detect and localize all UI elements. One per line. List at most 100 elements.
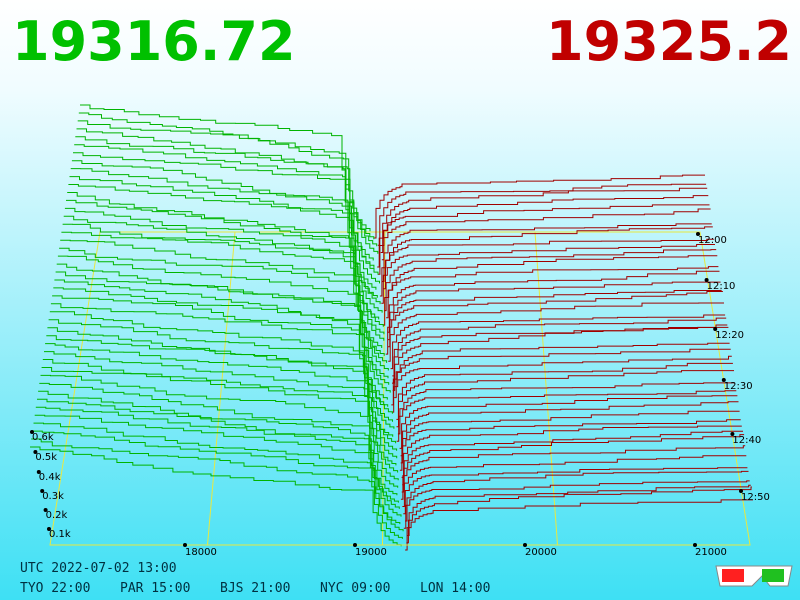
ask-depth-line (392, 326, 729, 391)
depth-lines (30, 104, 753, 551)
tick-dot (704, 278, 709, 282)
bid-depth-line (59, 247, 388, 363)
bid-depth-line (69, 176, 378, 298)
ask-depth-line (382, 223, 712, 282)
depth-label: 0.5k (35, 452, 57, 463)
city-time: PAR 15:00 (120, 581, 190, 596)
depth-label: 0.6k (32, 432, 54, 443)
ask-depth-line (400, 445, 746, 500)
bid-depth-line (35, 406, 400, 509)
tick-dot (183, 543, 187, 547)
ask-depth-line (396, 362, 733, 420)
tick-dot (36, 470, 41, 474)
city-time: TYO 22:00 (20, 581, 90, 596)
tick-dot (713, 327, 718, 331)
bid-price: 19316.72 (12, 10, 296, 73)
ask-depth-line (380, 187, 708, 253)
ask-depth-line (403, 480, 750, 529)
tick-dot (30, 430, 34, 434)
ask-depth-line (402, 430, 743, 486)
tick-dot (47, 527, 51, 531)
bid-depth-line (33, 422, 401, 525)
bid-depth-line (55, 271, 390, 385)
bid-depth-line (66, 199, 380, 320)
tick-dot (721, 378, 726, 382)
bid-depth-line (30, 446, 402, 547)
bid-depth-line (42, 359, 397, 466)
ask-depth-line (381, 244, 715, 304)
ask-depth-line (377, 204, 710, 268)
tick-dot (33, 450, 38, 454)
ask-depth-line (401, 434, 745, 493)
bid-depth-line (68, 184, 381, 305)
time-label: 12:50 (741, 492, 770, 503)
ask-depth-line (400, 410, 740, 464)
ask-depth-line (383, 226, 713, 290)
utc-time: UTC 2022-07-02 13:00 (20, 561, 177, 576)
bid-depth-line (71, 160, 380, 284)
red-lens (722, 569, 744, 582)
bid-depth-line (45, 343, 398, 451)
bid-depth-line (52, 295, 389, 407)
price-label: 21000 (695, 547, 727, 558)
ask-depth-line (387, 281, 721, 341)
price-label: 19000 (355, 547, 387, 558)
bid-depth-line (48, 319, 395, 429)
ask-depth-line (374, 174, 705, 239)
ask-depth-line (399, 395, 738, 449)
ask-depth-line (377, 208, 711, 275)
bid-depth-line (46, 335, 397, 444)
time-label: 12:10 (707, 281, 736, 292)
city-time: NYC 09:00 (320, 581, 390, 596)
bid-depth-line (39, 382, 399, 488)
bid-depth-line (50, 303, 393, 414)
ask-depth-line (394, 342, 730, 399)
bid-depth-line (32, 430, 404, 532)
bid-depth-line (73, 152, 379, 275)
bid-depth-line (31, 438, 403, 539)
tick-dot (43, 508, 48, 512)
ask-depth-line (402, 455, 747, 507)
ask-depth-line (385, 291, 723, 355)
ask-depth-line (392, 324, 728, 384)
ask-depth-line (390, 314, 726, 370)
tick-dot (739, 489, 743, 493)
ask-depth-line (403, 467, 748, 515)
city-time: BJS 21:00 (220, 581, 290, 596)
depth-label: 0.2k (46, 510, 68, 521)
ask-depth-line (381, 195, 709, 261)
bid-depth-line (60, 239, 385, 356)
bid-depth-line (49, 311, 393, 422)
tick-dot (523, 543, 527, 547)
ask-depth-line (387, 289, 722, 348)
ask-depth-line (400, 401, 739, 457)
tick-dot (40, 489, 45, 493)
price-label: 18000 (185, 547, 217, 558)
depth-label: 0.3k (42, 491, 64, 502)
bid-depth-line (57, 255, 389, 371)
time-label: 12:40 (732, 435, 761, 446)
ask-depth-line (391, 355, 732, 413)
bid-depth-line (40, 374, 399, 481)
ask-depth-line (401, 425, 742, 478)
3d-glasses-icon[interactable] (715, 565, 793, 587)
city-time: LON 14:00 (420, 581, 490, 596)
depth-label: 0.1k (49, 529, 71, 540)
depth-label: 0.4k (39, 472, 61, 483)
ask-depth-line (379, 238, 714, 297)
axis-labels: 18000 19000 20000 21000 0.6k 0.5k 0.4k 0.3k 0.2k… (30, 232, 770, 558)
bid-depth-line (62, 223, 385, 341)
ask-depth-line (388, 302, 724, 362)
bid-depth-line (44, 351, 398, 459)
green-lens (762, 569, 784, 582)
bid-depth-line (34, 414, 402, 517)
ask-depth-line (387, 270, 720, 333)
ask-depth-line (405, 499, 753, 551)
ask-depth-line (391, 348, 731, 406)
bid-depth-line (67, 192, 383, 313)
ask-depth-line (377, 183, 707, 246)
ask-depth-line (406, 486, 752, 544)
ask-depth-line (384, 249, 717, 312)
